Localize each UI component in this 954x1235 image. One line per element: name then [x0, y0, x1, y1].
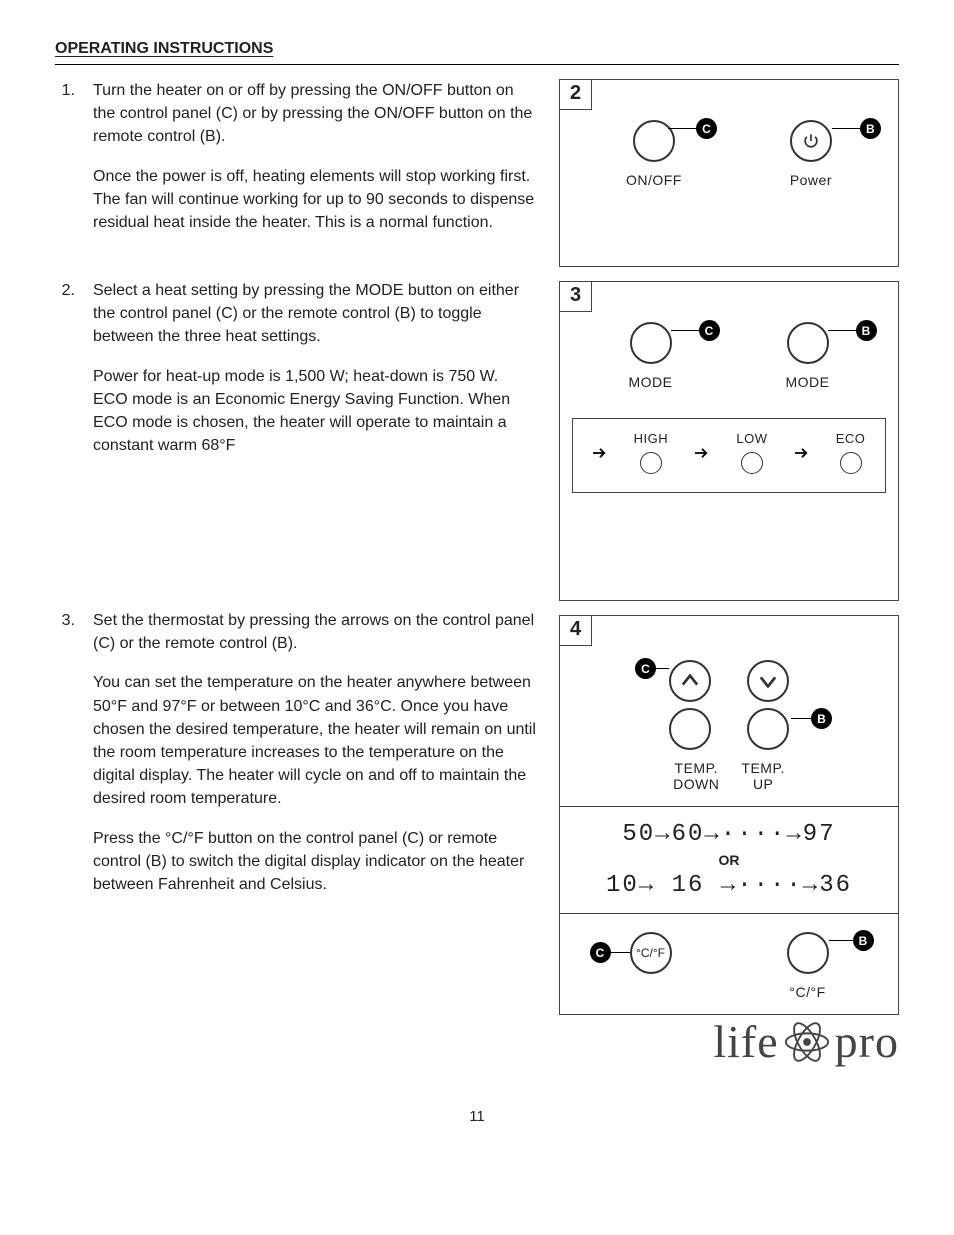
onoff-panel-button: C ON/OFF	[626, 120, 682, 188]
step-number: 3.	[55, 609, 75, 912]
button-label: ON/OFF	[626, 172, 682, 188]
button-label: TEMP. UP	[741, 760, 784, 792]
temp-range-f: 50→60→····→97	[572, 821, 886, 848]
content-row: 1. Turn the heater on or off by pressing…	[55, 79, 899, 1015]
figure-column: 2 C ON/OFF B Power	[559, 79, 899, 1015]
step-text: Power for heat-up mode is 1,500 W; heat-…	[93, 365, 537, 458]
cf-toggle-icon: °C/°F	[630, 932, 672, 974]
circle-icon	[630, 322, 672, 364]
badge-b: B	[856, 320, 877, 341]
circle-icon	[633, 120, 675, 162]
button-label: Power	[790, 172, 832, 188]
figure-number: 4	[559, 615, 592, 646]
figure-2: 2 C ON/OFF B Power	[559, 79, 899, 267]
brand-icon	[783, 1018, 831, 1066]
badge-c: C	[699, 320, 720, 341]
badge-b: B	[853, 930, 874, 951]
up-arrow-icon	[669, 660, 711, 702]
divider	[55, 64, 899, 65]
figure-3: 3 C MODE B MODE	[559, 281, 899, 601]
button-label: °C/°F	[789, 984, 825, 1000]
text-column: 1. Turn the heater on or off by pressing…	[55, 79, 537, 1015]
button-label: MODE	[786, 374, 830, 390]
step-text: Set the thermostat by pressing the arrow…	[93, 609, 537, 655]
step-text: Press the °C/°F button on the control pa…	[93, 827, 537, 897]
arrow-icon	[695, 446, 709, 460]
badge-c: C	[696, 118, 717, 139]
step-number: 1.	[55, 79, 75, 279]
step-text: Turn the heater on or off by pressing th…	[93, 79, 537, 149]
power-icon	[790, 120, 832, 162]
mode-label: HIGH	[634, 431, 669, 446]
mode-indicator-icon	[840, 452, 862, 474]
arrow-icon	[795, 446, 809, 460]
or-label: OR	[572, 852, 886, 868]
mode-indicator-icon	[640, 452, 662, 474]
page-number: 11	[55, 1108, 899, 1125]
button-label: TEMP. DOWN	[673, 760, 719, 792]
temp-panel-group: C B	[669, 660, 789, 792]
step-number: 2.	[55, 279, 75, 609]
unit-toggle-remote: B °C/°F	[787, 932, 829, 1000]
step-text: Once the power is off, heating elements …	[93, 165, 537, 235]
mode-remote-button: B MODE	[786, 322, 830, 390]
power-remote-button: B Power	[790, 120, 832, 188]
badge-c: C	[635, 658, 656, 679]
circle-icon	[787, 322, 829, 364]
mode-label: ECO	[836, 431, 866, 446]
mode-panel-button: C MODE	[629, 322, 673, 390]
section-title: OPERATING INSTRUCTIONS	[55, 40, 899, 58]
mode-cycle-diagram: HIGH LOW ECO	[572, 418, 886, 493]
figure-4: 4 C	[559, 615, 899, 1015]
button-label: MODE	[629, 374, 673, 390]
brand-text-left: life	[713, 1015, 778, 1068]
circle-icon: B	[747, 708, 789, 750]
badge-c: C	[590, 942, 611, 963]
circle-icon	[669, 708, 711, 750]
badge-b: B	[811, 708, 832, 729]
figure-number: 3	[559, 281, 592, 312]
mode-label: LOW	[736, 431, 767, 446]
brand-logo: life pro	[713, 1015, 899, 1068]
down-arrow-icon	[747, 660, 789, 702]
circle-icon	[787, 932, 829, 974]
temp-range-c: 10→ 16 →····→36	[572, 872, 886, 899]
step-text: Select a heat setting by pressing the MO…	[93, 279, 537, 349]
step-text: You can set the temperature on the heate…	[93, 671, 537, 810]
unit-toggle-panel: C °C/°F	[630, 932, 672, 1000]
figure-number: 2	[559, 79, 592, 110]
brand-text-right: pro	[835, 1015, 899, 1068]
arrow-icon	[593, 446, 607, 460]
badge-b: B	[860, 118, 881, 139]
mode-indicator-icon	[741, 452, 763, 474]
